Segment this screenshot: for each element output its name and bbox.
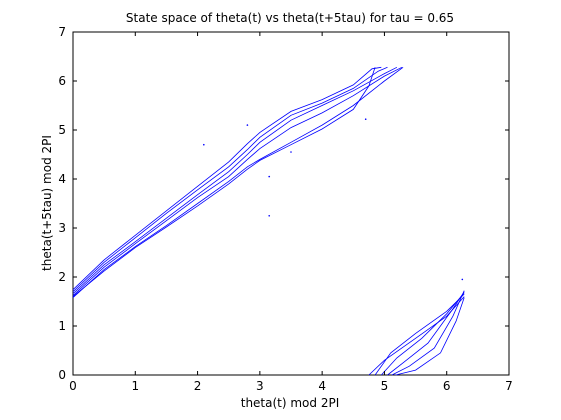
series-line-9	[381, 292, 465, 376]
x-tick-label: 1	[131, 379, 139, 393]
x-tick-label: 6	[443, 379, 451, 393]
scatter-point	[268, 175, 271, 178]
series-line-3	[72, 66, 398, 294]
x-tick-label: 7	[505, 379, 513, 393]
y-tick-label: 3	[58, 221, 66, 235]
scatter-point	[290, 151, 292, 153]
series-line-1	[72, 66, 404, 298]
x-tick-label: 3	[256, 379, 264, 393]
y-tick-label: 4	[58, 172, 66, 186]
y-tick-label: 1	[58, 319, 66, 333]
scatter-point	[246, 124, 249, 126]
x-tick-label: 4	[318, 379, 326, 393]
series-line-12	[395, 297, 465, 376]
x-axis-label: theta(t) mod 2PI	[241, 396, 340, 410]
x-axis: 0 1 2 3 4 5 6 7	[69, 32, 513, 393]
chart-title: State space of theta(t) vs theta(t+5tau)…	[126, 11, 454, 25]
series-line-4	[72, 66, 388, 292]
scatter-point	[268, 215, 271, 217]
plot-area	[72, 31, 510, 376]
series-layer	[72, 66, 465, 376]
scatter-point	[203, 143, 205, 146]
x-tick-label: 0	[69, 379, 77, 393]
series-line-6	[72, 67, 376, 297]
series-line-8	[374, 293, 465, 376]
y-tick-label: 6	[58, 74, 66, 88]
x-tick-label: 2	[194, 379, 202, 393]
scatter-point	[364, 118, 367, 120]
y-tick-label: 2	[58, 270, 66, 284]
x-tick-label: 5	[381, 379, 389, 393]
scatter-points	[203, 118, 464, 281]
series-line-10	[387, 291, 465, 376]
y-tick-label: 0	[58, 368, 66, 382]
series-line-5	[72, 66, 382, 290]
y-tick-label: 7	[58, 25, 66, 39]
y-axis-label: theta(t+5tau) mod 2PI	[40, 135, 54, 271]
y-axis: 0 1 2 3 4 5 6 7	[58, 25, 509, 382]
series-line-2	[72, 66, 403, 296]
y-tick-label: 5	[58, 123, 66, 137]
series-line-11	[391, 290, 465, 376]
scatter-point	[461, 278, 464, 281]
